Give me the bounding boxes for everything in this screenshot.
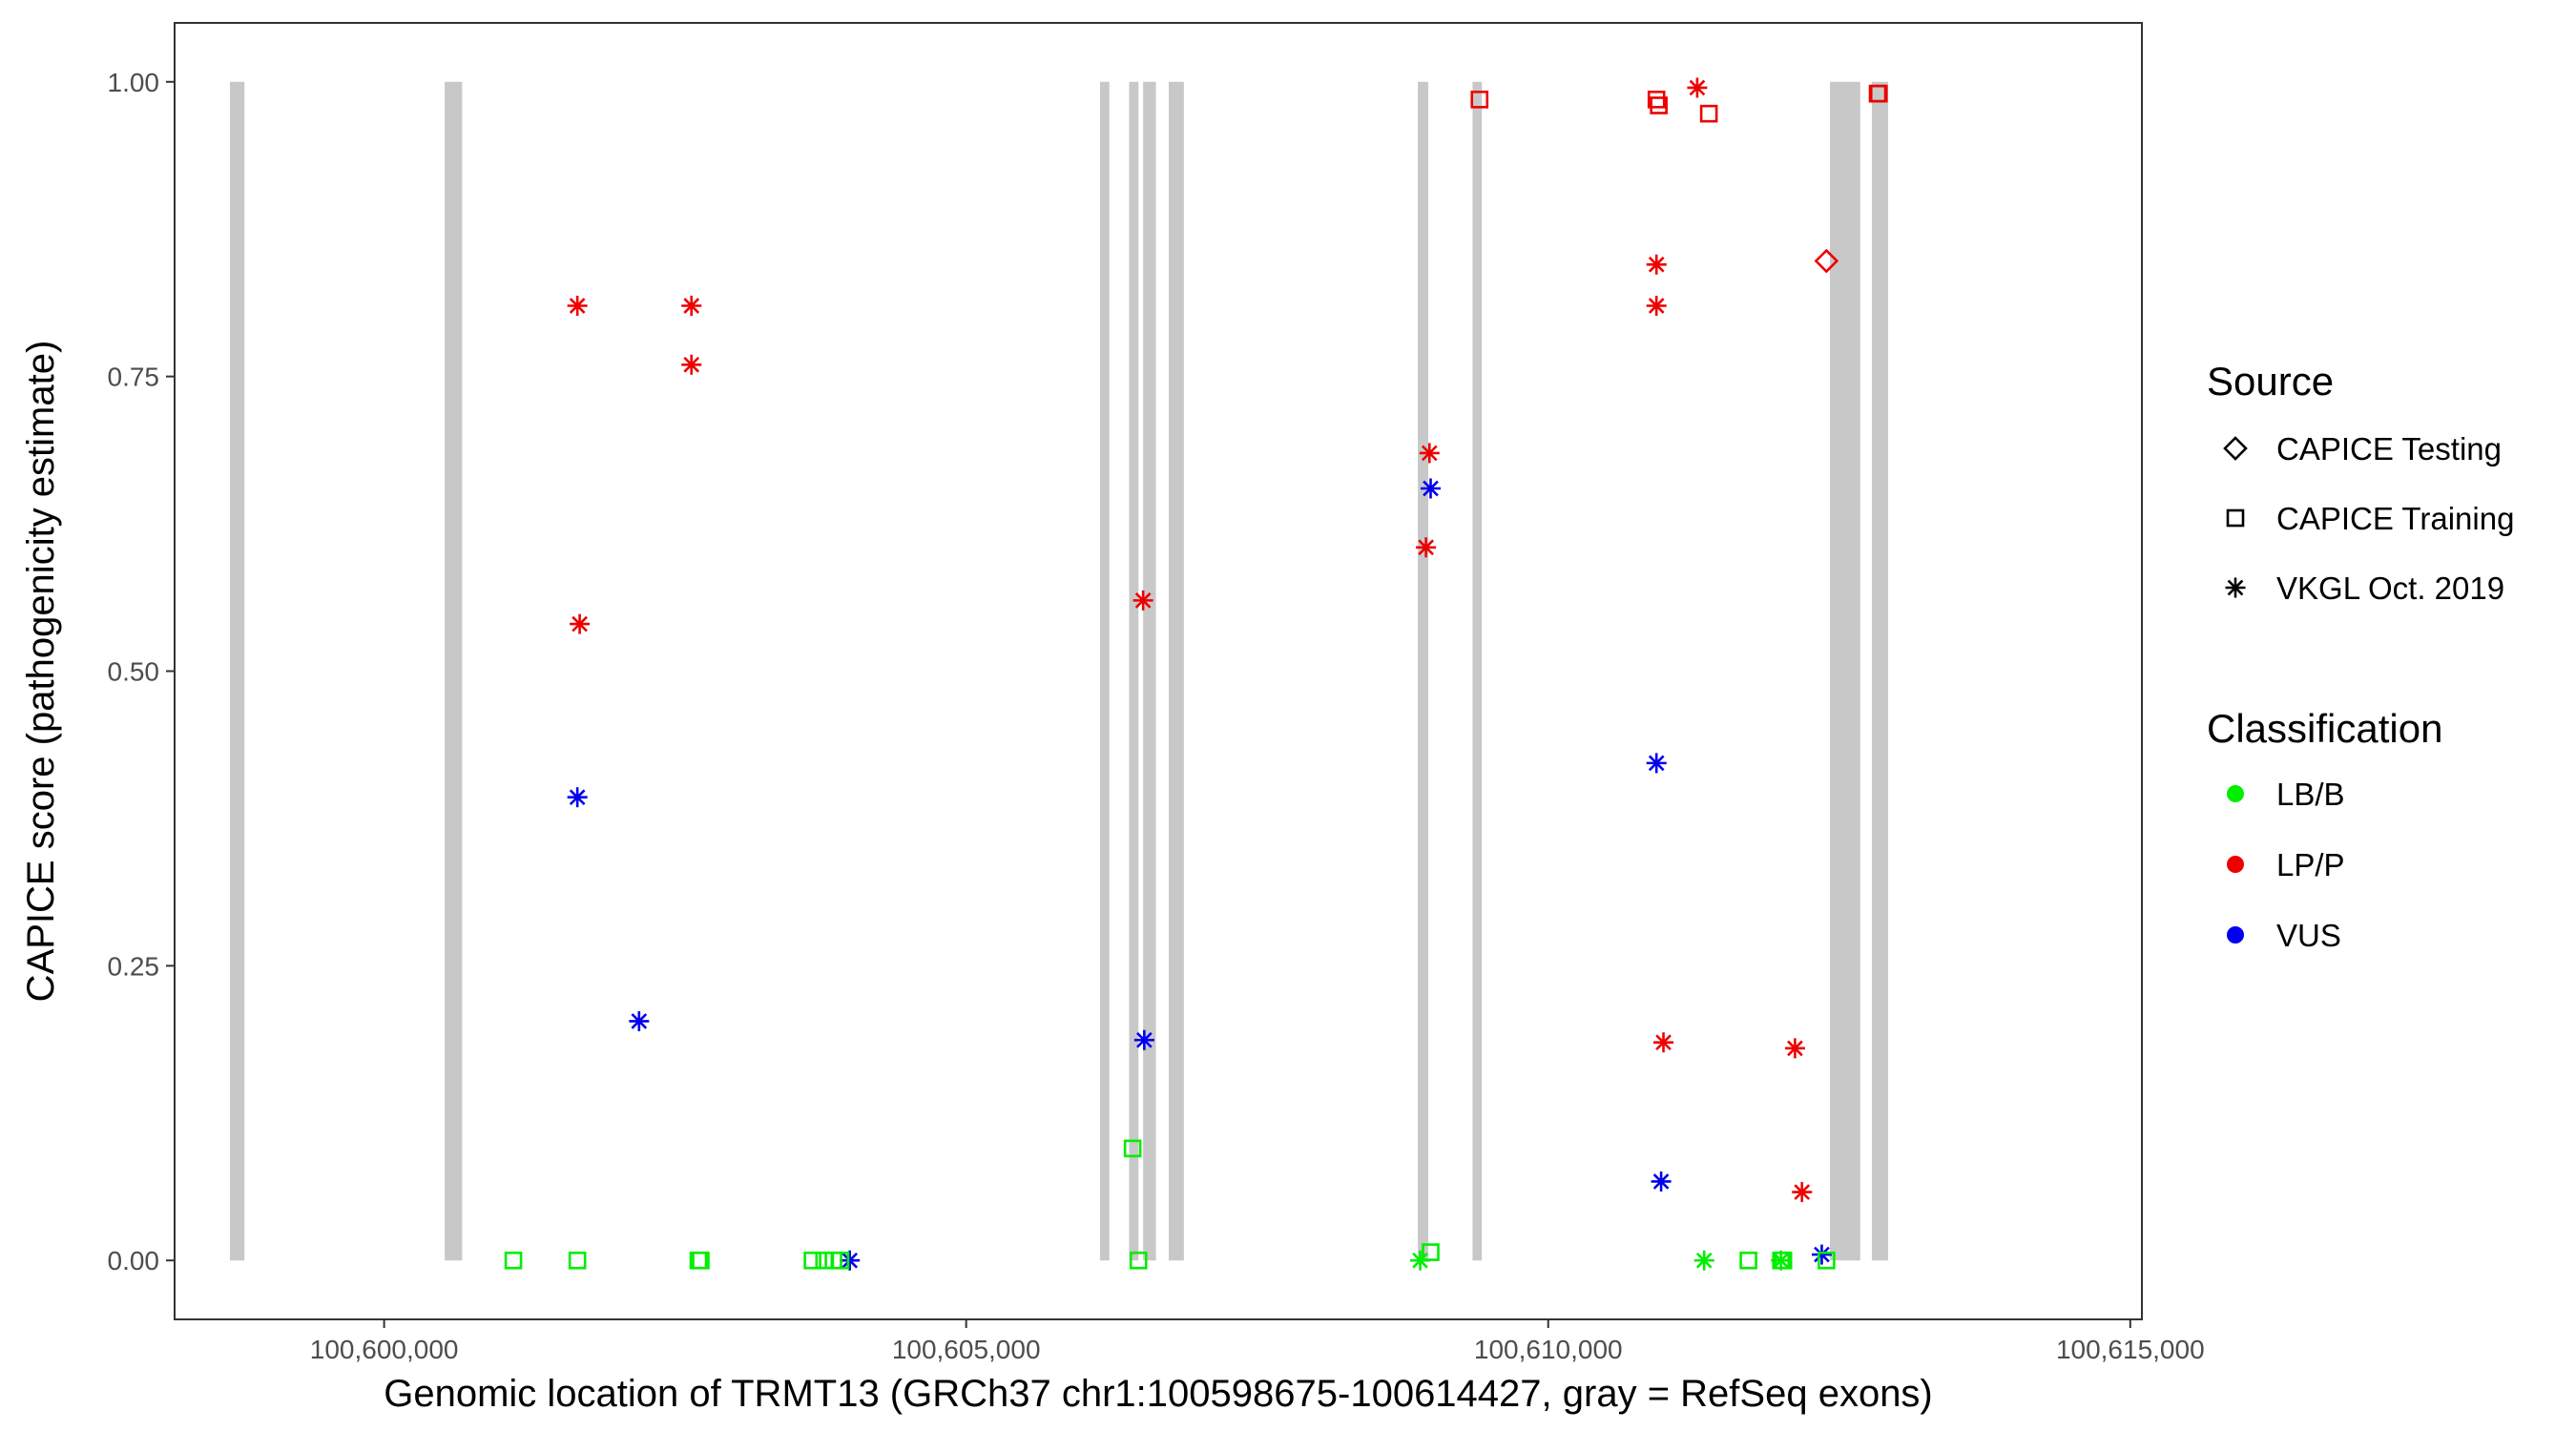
legend-classification-items: LB/B LP/P VUS [2227,777,2345,953]
exon-band [1168,81,1184,1261]
y-axis-title: CAPICE score (pathogenicity estimate) [20,341,62,1003]
exon-band [229,81,245,1261]
data-point [1470,91,1489,109]
legend-source-label: CAPICE Training [2276,501,2514,536]
data-point [840,1250,861,1271]
x-tick-label: 100,615,000 [2056,1335,2205,1364]
data-point [1647,91,1666,109]
data-point [1739,1251,1757,1270]
data-point [1132,590,1153,611]
exon-band [1099,81,1110,1261]
data-point [1687,77,1708,98]
x-axis-title: Genomic location of TRMT13 (GRCh37 chr1:… [384,1373,1933,1415]
y-tick-label: 0.25 [108,951,160,981]
legend-classification-label: LB/B [2276,777,2345,812]
data-point [1646,296,1667,317]
data-point [1651,1171,1672,1192]
data-point [681,296,702,317]
data-point [1693,1250,1714,1271]
exon-band [1129,81,1139,1261]
legend-source-label: VKGL Oct. 2019 [2276,570,2504,606]
data-point [831,1251,850,1270]
data-point [1646,254,1667,275]
data-point [1421,478,1442,499]
exon-band [1143,81,1156,1261]
data-point [1419,443,1440,464]
data-point [1818,1251,1836,1270]
x-tick-label: 100,605,000 [892,1335,1041,1364]
legend-source-label: CAPICE Testing [2276,431,2502,467]
y-tick-label: 1.00 [108,68,160,97]
y-tick-label: 0.50 [108,657,160,687]
data-point [1792,1182,1813,1203]
data-point [1774,1251,1793,1270]
data-point [1811,1244,1832,1265]
y-tick-label: 0.00 [108,1246,160,1275]
exon-band [445,81,463,1261]
legend-key-asterisk [2225,577,2246,598]
data-point [1422,1243,1440,1261]
exon-layer [229,81,1889,1261]
x-tick-label: 100,610,000 [1474,1335,1623,1364]
data-point [815,1251,834,1270]
data-point [1416,537,1437,558]
legend-source-items: CAPICE Testing CAPICE Training VKGL Oct. 2… [2223,431,2514,606]
data-point [567,787,588,808]
data-point [1123,1139,1142,1158]
legend-key-diamond [2223,436,2248,461]
data-point [570,613,591,634]
legend: Source CAPICE Testing CAPICE Training VKGL… [2207,359,2514,953]
data-point [1784,1038,1805,1059]
data-point [692,1251,710,1270]
x-tick-label: 100,600,000 [310,1335,459,1364]
legend-key-dot [2227,926,2244,944]
data-points [504,77,1888,1271]
data-point [629,1010,650,1031]
data-point [1653,1032,1674,1053]
data-point [1129,1251,1148,1270]
data-point [568,1251,587,1270]
legend-source-title: Source [2207,359,2334,404]
exon-band [1871,81,1889,1261]
legend-key-dot [2227,785,2244,802]
data-point [681,354,702,375]
exon-band [1418,81,1429,1261]
y-tick-label: 0.75 [108,363,160,392]
data-point [567,296,588,317]
data-point [803,1251,821,1270]
legend-key-square [2226,508,2245,528]
legend-key-dot [2227,856,2244,873]
data-point [1646,753,1667,774]
legend-classification-label: LP/P [2276,847,2345,882]
data-point [1699,104,1718,123]
exon-band [1472,81,1483,1261]
data-point [504,1251,523,1270]
axis-ticks: 0.00 0.25 0.50 0.75 1.00 100,600,000 100,605,0… [108,68,2205,1364]
data-point [1814,248,1839,274]
legend-classification-title: Classification [2207,706,2442,751]
data-point [1650,96,1668,114]
data-point [1133,1029,1154,1050]
data-point [1869,84,1888,103]
exon-band [1830,81,1860,1261]
legend-classification-label: VUS [2276,918,2341,953]
